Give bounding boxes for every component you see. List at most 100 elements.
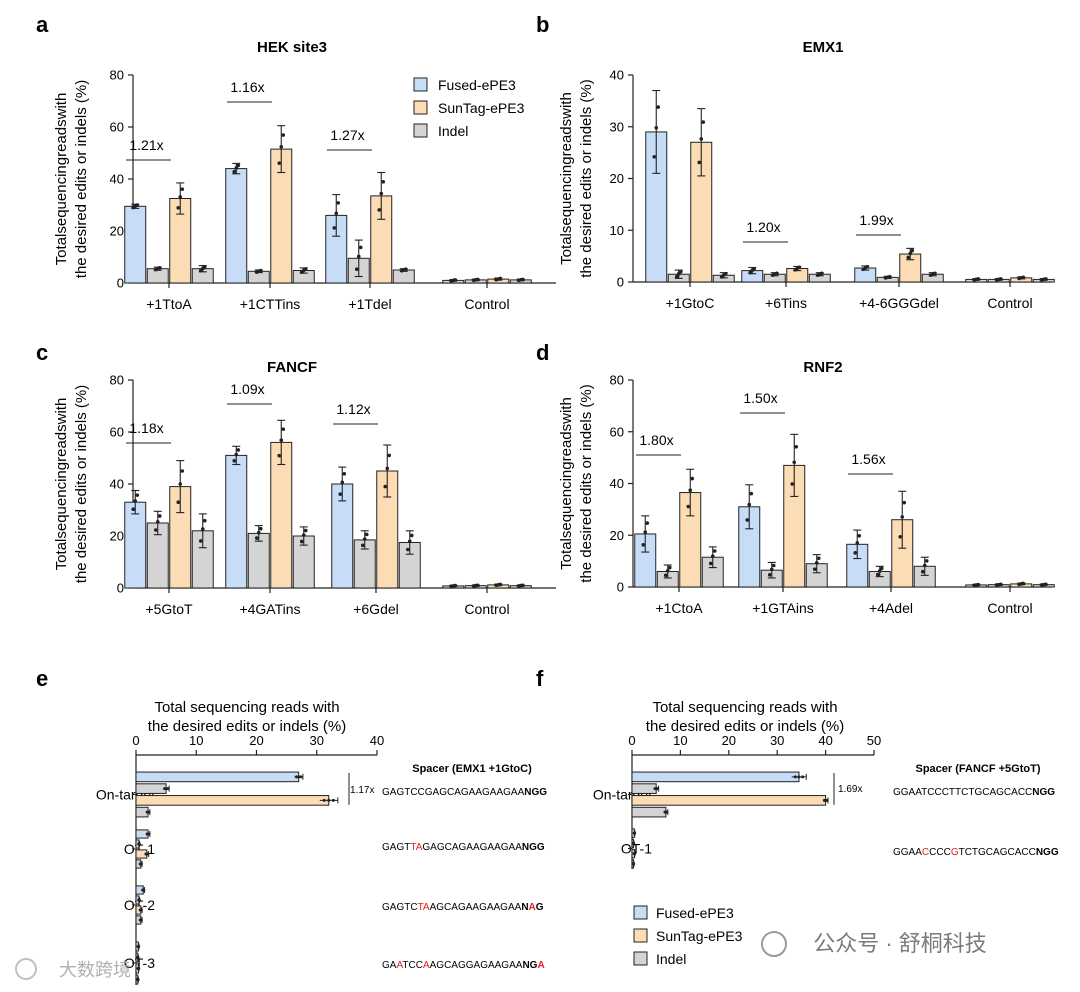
sequence-segment: G (536, 902, 544, 913)
data-point-c (281, 427, 286, 431)
fold-change-label-f: 1.69x (838, 784, 862, 795)
panel-letter-e: e (36, 666, 48, 691)
data-point-a (453, 278, 458, 282)
data-point-b (699, 137, 704, 141)
chart-title-c: FANCF (267, 359, 317, 376)
x-tick-label-e: 10 (189, 733, 203, 748)
data-point-c (299, 539, 304, 544)
y-tick-label-d: 80 (610, 373, 624, 388)
data-point-b (678, 269, 683, 274)
data-point-c (303, 528, 308, 533)
y-tick-label-c: 80 (110, 373, 124, 388)
data-point-e (147, 832, 151, 836)
data-point-c (453, 583, 458, 588)
data-point-d (710, 554, 715, 559)
data-point-a (381, 180, 386, 184)
data-point-a (334, 211, 339, 216)
y-tick-label-d: 20 (610, 528, 624, 543)
category-label-d: +4Adel (869, 600, 913, 616)
y-tick-label-d: 0 (617, 580, 624, 595)
data-point-d (879, 566, 884, 571)
data-point-c (236, 448, 241, 452)
y-tick-label-b: 20 (610, 171, 624, 186)
data-point-c (342, 472, 347, 476)
sequence-segment: A (423, 960, 430, 971)
data-point-b (674, 274, 679, 279)
y-tick-label-a: 40 (110, 172, 124, 187)
sequence-segment: C (922, 847, 929, 858)
x-tick-label-f: 20 (722, 733, 736, 748)
data-point-e (139, 908, 143, 912)
data-point-d (924, 559, 929, 563)
category-label-a: +1CTTins (240, 296, 301, 312)
sequence-segment: GGAATCCCTTCTGCAGCACC (893, 787, 1032, 798)
sequence-segment: NGG (1032, 787, 1055, 798)
sequence-e: GAGTCCGAGCAGAAGAAGAANGG (382, 787, 547, 798)
data-point-d (790, 482, 795, 486)
data-point-a (232, 169, 237, 174)
sequence-segment: NG (522, 960, 537, 971)
x-axis-label-e: the desired edits or indels (%) (148, 718, 346, 735)
spacer-title-f: Spacer (FANCF +5GtoT) (916, 763, 1041, 775)
data-point-b (976, 277, 981, 281)
bar-c (225, 454, 248, 589)
sequence-e: GAATCCAAGCAGGAGAAGAANGA (382, 960, 545, 971)
fold-change-label-b: 1.99x (859, 212, 893, 228)
sequence-segment: TCC (402, 960, 423, 971)
legend-swatch (413, 77, 428, 92)
data-point-a (281, 133, 286, 137)
y-tick-label-b: 40 (610, 68, 624, 83)
data-point-c (131, 507, 136, 512)
sequence-segment: TA (410, 842, 422, 853)
data-point-b (774, 271, 779, 276)
data-point-e (139, 918, 143, 922)
category-label-c: Control (464, 601, 509, 617)
y-tick-label-d: 40 (610, 476, 624, 491)
x-tick-label-e: 40 (370, 733, 384, 748)
data-point-a (176, 206, 181, 210)
y-tick-label-b: 0 (617, 275, 624, 290)
data-point-c (133, 499, 138, 503)
data-point-d (645, 521, 650, 525)
data-point-e (166, 787, 170, 791)
data-point-d (1043, 582, 1048, 587)
y-tick-label-a: 80 (110, 68, 124, 83)
data-point-a (178, 195, 183, 199)
data-point-b (654, 125, 659, 130)
data-point-c (157, 514, 162, 518)
sequence-segment: GAGCAGAAGAAGAA (422, 842, 522, 853)
data-point-d (900, 515, 905, 519)
panel-letter-c: c (36, 340, 48, 365)
legend-swatch (633, 951, 648, 966)
wechat-icon (761, 931, 787, 957)
data-point-d (920, 569, 925, 574)
data-point-e (137, 945, 141, 948)
bar-e (135, 783, 167, 794)
data-point-c (362, 537, 367, 541)
watermark-corner-text: 大数跨境 (59, 960, 131, 980)
x-axis-label-f: the desired edits or indels (%) (646, 718, 844, 735)
category-label-d: +1GTAins (752, 600, 814, 616)
data-point-c (383, 484, 388, 489)
data-point-a (258, 268, 263, 273)
data-point-e (327, 798, 331, 802)
sequence-segment: GAGT (382, 842, 410, 853)
data-point-e (137, 898, 141, 902)
data-point-c (364, 532, 369, 537)
data-point-d (690, 476, 695, 481)
y-tick-label-c: 20 (110, 529, 124, 544)
category-label-c: +5GtoT (145, 601, 193, 617)
x-tick-label-e: 0 (132, 733, 139, 748)
category-label-a: Control (464, 296, 509, 312)
y-axis-label-c: the desired edits or indels (%) (73, 385, 90, 583)
y-axis-label-b: Totalsequencingreadswith (558, 92, 575, 265)
x-tick-label-f: 0 (628, 733, 635, 748)
sequence-f: GGAACCCCGTCTGCAGCACCNGG (893, 847, 1059, 858)
data-point-c (277, 453, 282, 458)
data-point-c (498, 582, 503, 587)
category-label-f: OT-1 (621, 841, 652, 857)
legend-label: Indel (656, 951, 686, 967)
data-point-b (906, 255, 911, 260)
data-point-d (686, 504, 691, 509)
chart-title-d: RNF2 (803, 359, 842, 376)
